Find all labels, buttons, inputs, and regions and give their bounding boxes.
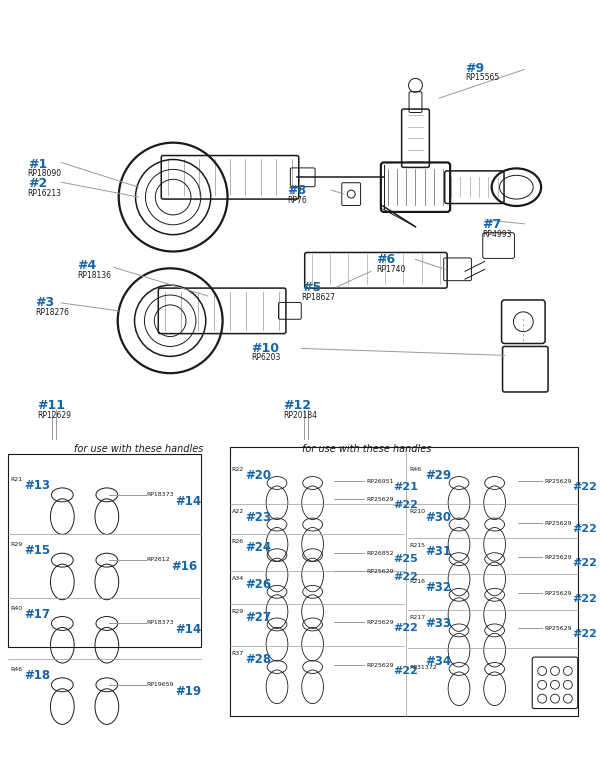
- Text: R210: R210: [410, 509, 425, 513]
- Text: R217: R217: [410, 615, 425, 619]
- Text: R46: R46: [10, 667, 22, 672]
- Text: RP26951: RP26951: [366, 479, 394, 484]
- Text: RP25629: RP25629: [366, 621, 394, 626]
- Text: #30: #30: [425, 511, 451, 523]
- Text: #7: #7: [482, 218, 501, 231]
- Text: RP76: RP76: [287, 196, 307, 205]
- Text: #22: #22: [572, 559, 596, 568]
- Text: #1: #1: [28, 157, 47, 171]
- Text: R37: R37: [232, 651, 244, 656]
- Text: RP26852: RP26852: [366, 552, 394, 556]
- Text: #17: #17: [25, 608, 51, 621]
- Text: R216: R216: [410, 579, 425, 584]
- Text: #8: #8: [287, 184, 306, 197]
- Text: #2: #2: [28, 178, 47, 190]
- Text: RP25629: RP25629: [366, 497, 394, 502]
- Text: A22: A22: [232, 509, 244, 513]
- Text: for use with these handles: for use with these handles: [74, 444, 203, 454]
- Text: RP18276: RP18276: [35, 308, 70, 317]
- Text: RP15565: RP15565: [465, 73, 499, 83]
- Text: #13: #13: [25, 479, 51, 492]
- Text: #11: #11: [38, 399, 65, 412]
- Text: #15: #15: [25, 545, 51, 557]
- Text: RP18373: RP18373: [146, 492, 174, 497]
- Text: #24: #24: [245, 541, 271, 555]
- Text: #22: #22: [394, 666, 419, 676]
- Text: RP19659: RP19659: [146, 682, 174, 687]
- Text: #25: #25: [394, 554, 418, 564]
- Text: #29: #29: [425, 469, 452, 482]
- Text: #33: #33: [425, 616, 451, 629]
- Text: RP25629: RP25629: [544, 555, 572, 560]
- Text: #28: #28: [245, 653, 271, 666]
- Text: RP25629: RP25629: [544, 520, 572, 526]
- Text: RP25629: RP25629: [544, 590, 572, 596]
- Text: #14: #14: [175, 495, 202, 508]
- Text: RP20184: RP20184: [283, 411, 317, 420]
- Text: A34: A34: [232, 576, 244, 581]
- Text: #27: #27: [245, 611, 271, 624]
- Text: #9: #9: [465, 62, 484, 75]
- Text: #31: #31: [425, 545, 451, 559]
- Text: RP4993: RP4993: [482, 230, 511, 238]
- Text: R46: R46: [410, 467, 422, 472]
- Text: #16: #16: [172, 560, 197, 573]
- Text: R215: R215: [410, 543, 425, 548]
- Text: #21: #21: [394, 482, 419, 492]
- Text: RP25629: RP25629: [544, 626, 572, 632]
- Text: #22: #22: [394, 623, 419, 633]
- Text: RP31372: RP31372: [410, 665, 437, 670]
- Text: #18: #18: [25, 669, 51, 682]
- Text: #22: #22: [572, 482, 596, 492]
- Text: R21: R21: [10, 477, 22, 482]
- Text: #22: #22: [572, 523, 596, 534]
- Text: #10: #10: [251, 341, 279, 354]
- Text: RP25629: RP25629: [366, 663, 394, 668]
- Text: #26: #26: [245, 578, 271, 591]
- Text: #19: #19: [175, 685, 202, 698]
- Text: R29: R29: [10, 542, 22, 548]
- Text: #32: #32: [425, 581, 451, 594]
- Text: R40: R40: [10, 605, 22, 611]
- Text: RP1740: RP1740: [376, 266, 405, 274]
- Text: RP18136: RP18136: [77, 271, 111, 280]
- Text: #34: #34: [425, 655, 452, 668]
- Text: #22: #22: [394, 572, 419, 582]
- Text: #22: #22: [572, 594, 596, 604]
- Text: #6: #6: [376, 253, 395, 266]
- Text: #14: #14: [175, 623, 202, 636]
- Text: #23: #23: [245, 511, 271, 523]
- Text: R22: R22: [232, 467, 244, 472]
- Text: RP25629: RP25629: [366, 569, 394, 574]
- Text: RP16213: RP16213: [28, 189, 62, 198]
- Text: RP6203: RP6203: [251, 354, 281, 362]
- Text: RP18090: RP18090: [28, 169, 62, 178]
- Text: RP18627: RP18627: [302, 293, 336, 302]
- Text: #4: #4: [77, 259, 97, 273]
- Text: for use with these handles: for use with these handles: [302, 444, 431, 454]
- Text: #22: #22: [572, 629, 596, 640]
- Text: #3: #3: [35, 296, 55, 309]
- Text: #20: #20: [245, 469, 271, 482]
- Text: R26: R26: [232, 539, 244, 545]
- Text: R29: R29: [232, 608, 244, 614]
- Text: #12: #12: [283, 399, 311, 412]
- Text: RP12629: RP12629: [38, 411, 71, 420]
- Text: #22: #22: [394, 500, 419, 509]
- Text: RP18373: RP18373: [146, 621, 174, 626]
- Text: RP25629: RP25629: [544, 479, 572, 484]
- Text: RP2612: RP2612: [146, 557, 170, 562]
- Text: #5: #5: [302, 281, 321, 294]
